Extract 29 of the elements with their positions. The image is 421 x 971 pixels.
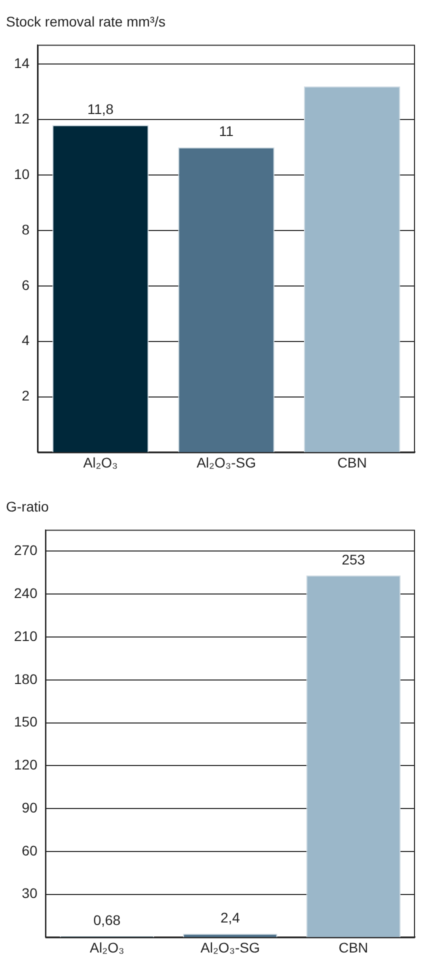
y-tick-label: 10: [14, 166, 30, 182]
x-tick-label: Al₂O₃: [83, 454, 118, 470]
data-label: 11: [219, 123, 234, 140]
x-tick-label: CBN: [337, 454, 367, 470]
y-tick-label: 2: [22, 388, 30, 404]
x-tick-label: Al₂O₃-SG: [200, 939, 260, 956]
chart-title: G-ratio: [6, 498, 49, 514]
x-tick-label: Al₂O₃-SG: [196, 454, 256, 470]
y-tick-label: 150: [14, 714, 38, 730]
data-label: 2,4: [220, 910, 240, 926]
y-tick-label: 6: [22, 276, 30, 293]
y-tick-label: 60: [22, 842, 38, 858]
y-tick-label: 180: [14, 670, 38, 687]
y-tick-label: 4: [22, 332, 30, 348]
y-tick-label: 270: [14, 542, 38, 558]
y-tick-label: 30: [22, 885, 38, 902]
data-label: 253: [342, 551, 366, 568]
y-tick-label: 90: [22, 799, 38, 816]
y-tick-label: 12: [14, 110, 30, 126]
y-tick-label: 240: [14, 584, 38, 601]
data-label: 11,8: [87, 101, 114, 118]
y-tick-label: 14: [14, 55, 30, 72]
x-tick-label: CBN: [338, 939, 368, 956]
y-tick-label: 120: [14, 756, 38, 773]
y-tick-label: 210: [14, 628, 38, 644]
chart-title: Stock removal rate mm³/s: [6, 13, 166, 30]
x-tick-label: Al₂O₃: [90, 939, 124, 956]
y-tick-label: 8: [22, 221, 30, 238]
data-label: 0,68: [93, 912, 121, 928]
